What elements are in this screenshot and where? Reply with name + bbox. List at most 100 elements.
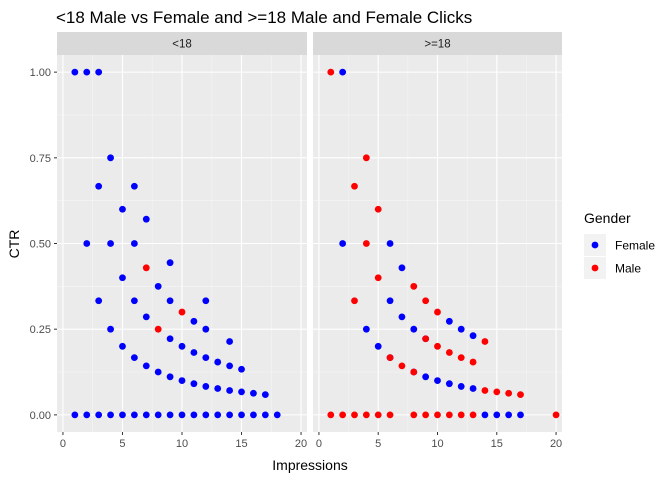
data-point-female [166, 411, 174, 419]
data-point-female [505, 411, 513, 419]
y-tick-label: 0.75 [30, 153, 51, 165]
x-tick-label: 20 [295, 438, 307, 450]
data-point-female [238, 365, 245, 373]
data-point-female [166, 297, 174, 305]
x-tick-label: 0 [60, 438, 66, 450]
data-point-female [226, 387, 234, 394]
data-point-female [214, 385, 222, 392]
data-point-female [130, 411, 138, 419]
data-point-female [107, 325, 114, 333]
data-point-male [422, 297, 430, 305]
data-point-female [339, 240, 347, 247]
data-point-female [493, 411, 501, 419]
data-point-female [457, 383, 465, 390]
data-point-female [95, 182, 103, 190]
facet-strip [313, 32, 562, 55]
data-point-female [445, 317, 453, 325]
data-point-male [398, 362, 406, 370]
data-point-female [410, 325, 418, 333]
data-point-female [119, 274, 126, 282]
data-point-female [83, 68, 91, 76]
data-point-female [95, 297, 103, 305]
legend-title: Gender [584, 210, 631, 226]
data-point-female [178, 342, 186, 350]
data-point-male [362, 411, 370, 419]
data-point-female [457, 325, 465, 333]
data-point-female [374, 342, 382, 350]
chart-title: <18 Male vs Female and >=18 Male and Fem… [56, 8, 472, 27]
data-point-male [351, 182, 358, 190]
data-point-male [351, 297, 358, 305]
y-tick-label: 0.00 [30, 410, 51, 422]
data-point-male [481, 338, 489, 345]
data-point-male [445, 349, 453, 356]
data-point-male [493, 388, 501, 396]
data-point-male [362, 154, 370, 162]
data-point-female [469, 332, 477, 340]
data-point-female [481, 411, 489, 419]
data-point-female [130, 354, 138, 362]
data-point-female [386, 297, 394, 305]
data-point-female [142, 411, 150, 419]
data-point-male [410, 282, 418, 290]
data-point-male [457, 411, 465, 419]
data-point-female [238, 388, 245, 396]
legend-key-female [591, 241, 599, 249]
data-point-female [166, 335, 174, 343]
y-axis-title: CTR [6, 230, 22, 259]
data-point-female [261, 391, 269, 399]
x-tick-label: 20 [550, 438, 562, 450]
data-point-male [481, 387, 489, 394]
data-point-female [130, 297, 138, 305]
data-point-male [469, 358, 477, 366]
data-point-male [469, 411, 477, 419]
data-point-male [327, 68, 335, 76]
data-point-female [202, 354, 210, 362]
data-point-female [226, 411, 234, 419]
data-point-female [119, 205, 126, 213]
legend: Gender Female Male [584, 210, 655, 279]
data-point-female [71, 68, 79, 76]
data-point-female [95, 411, 103, 419]
data-point-male [374, 205, 382, 213]
facet-strip [57, 32, 307, 55]
data-point-male [154, 325, 162, 333]
data-point-female [214, 411, 222, 419]
data-point-male [422, 335, 430, 343]
data-point-female [190, 411, 198, 419]
data-point-female [250, 389, 257, 397]
data-point-female [83, 411, 91, 419]
data-point-female [119, 342, 126, 350]
data-point-male [457, 354, 465, 362]
data-point-male [434, 342, 441, 350]
data-point-female [154, 411, 162, 419]
data-point-female [273, 411, 281, 419]
data-point-female [83, 240, 91, 247]
data-point-female [226, 362, 234, 370]
data-point-female [202, 325, 210, 333]
data-point-female [362, 325, 370, 333]
data-point-female [238, 411, 245, 419]
data-point-female [398, 313, 406, 321]
data-point-female [517, 411, 524, 419]
data-point-female [445, 380, 453, 388]
data-point-female [178, 411, 186, 419]
data-point-female [190, 349, 198, 356]
data-point-male [445, 411, 453, 419]
x-tick-label: 5 [375, 438, 381, 450]
data-point-male [517, 391, 524, 399]
data-point-male [339, 411, 347, 419]
data-point-male [410, 368, 418, 376]
data-point-female [190, 317, 198, 325]
data-point-male [142, 264, 150, 272]
data-point-male [386, 354, 394, 362]
data-point-female [202, 297, 210, 305]
y-tick-label: 1.00 [30, 67, 51, 79]
data-point-female [202, 411, 210, 419]
x-tick-label: 5 [119, 438, 125, 450]
data-point-female [434, 377, 441, 384]
data-point-male [434, 308, 441, 316]
x-tick-label: 10 [176, 438, 188, 450]
data-point-female [202, 383, 210, 390]
